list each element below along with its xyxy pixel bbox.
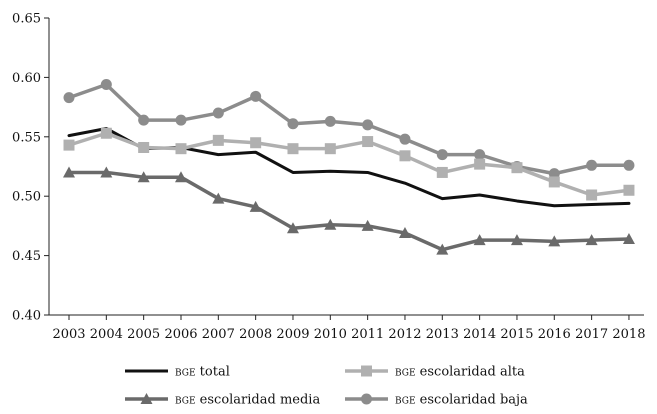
data-point-escolaridad-media xyxy=(361,219,374,231)
data-point-escolaridad-baja xyxy=(324,115,336,127)
legend-swatch-marker xyxy=(361,393,372,405)
x-tick-label: 2006 xyxy=(164,327,197,342)
data-point-escolaridad-media xyxy=(510,234,523,246)
data-point-escolaridad-baja xyxy=(212,107,224,119)
legend-label: bge escolaridad media xyxy=(175,393,320,408)
data-point-escolaridad-alta xyxy=(548,176,560,188)
data-point-escolaridad-alta xyxy=(63,139,75,151)
data-point-escolaridad-media xyxy=(249,200,262,212)
data-point-escolaridad-media xyxy=(585,234,598,246)
legend-label-prefix: bge xyxy=(175,365,196,380)
data-point-escolaridad-alta xyxy=(138,141,150,153)
series-markers xyxy=(63,79,635,255)
data-point-escolaridad-baja xyxy=(362,119,374,131)
legend-label-prefix: bge xyxy=(395,393,416,408)
legend-label-suffix: total xyxy=(196,365,230,380)
x-tick-label: 2013 xyxy=(426,327,459,342)
data-point-escolaridad-baja xyxy=(399,133,411,145)
data-point-escolaridad-media xyxy=(212,192,225,204)
data-point-escolaridad-media xyxy=(174,171,187,183)
data-point-escolaridad-media xyxy=(436,243,449,255)
series-lines xyxy=(67,82,631,252)
data-point-escolaridad-alta xyxy=(436,166,448,178)
legend-label-prefix: bge xyxy=(175,393,196,408)
data-point-escolaridad-media xyxy=(286,222,299,234)
x-tick-label: 2014 xyxy=(463,327,496,342)
legend-item-total: bge total xyxy=(125,365,230,380)
legend-label-suffix: escolaridad media xyxy=(196,393,321,408)
legend-label-suffix: escolaridad baja xyxy=(416,393,529,408)
chart-axes xyxy=(48,18,644,316)
legend-item-escolaridad-baja: bge escolaridad baja xyxy=(345,393,528,408)
legend-label: bge total xyxy=(175,365,230,380)
legend-item-escolaridad-alta: bge escolaridad alta xyxy=(345,365,525,380)
series-line-escolaridad-media xyxy=(67,170,631,252)
series-line-total xyxy=(67,126,631,208)
data-point-escolaridad-media xyxy=(622,232,635,244)
data-point-escolaridad-baja xyxy=(623,159,635,171)
data-point-escolaridad-alta xyxy=(250,137,262,149)
data-point-escolaridad-media xyxy=(63,166,75,178)
data-point-escolaridad-alta xyxy=(586,189,598,201)
y-tick-label: 0.50 xyxy=(12,190,41,205)
series-line-escolaridad-alta xyxy=(67,131,631,197)
data-point-escolaridad-media xyxy=(398,227,411,239)
data-point-escolaridad-media xyxy=(137,171,150,183)
x-tick-label: 2009 xyxy=(276,327,309,342)
data-point-escolaridad-baja xyxy=(63,92,75,104)
data-point-escolaridad-media xyxy=(100,166,113,178)
legend-item-escolaridad-media: bge escolaridad media xyxy=(125,393,320,408)
y-tick-label: 0.55 xyxy=(12,130,41,145)
y-tick-label: 0.65 xyxy=(12,12,41,27)
x-tick-label: 2003 xyxy=(52,327,85,342)
data-point-escolaridad-media xyxy=(473,234,486,246)
data-point-escolaridad-baja xyxy=(586,159,598,171)
data-point-escolaridad-baja xyxy=(250,90,262,102)
data-point-escolaridad-baja xyxy=(474,149,486,161)
x-tick-label: 2018 xyxy=(612,327,645,342)
data-point-escolaridad-baja xyxy=(138,114,150,126)
data-point-escolaridad-baja xyxy=(100,79,112,91)
series-line-escolaridad-baja xyxy=(67,82,631,176)
x-tick-label: 2017 xyxy=(575,327,608,342)
data-point-escolaridad-alta xyxy=(474,158,486,170)
legend-swatch-marker xyxy=(140,393,153,404)
legend-label: bge escolaridad baja xyxy=(395,393,528,408)
data-point-escolaridad-media xyxy=(324,218,337,230)
legend-label-prefix: bge xyxy=(395,365,416,380)
data-point-escolaridad-alta xyxy=(623,184,635,196)
data-point-escolaridad-alta xyxy=(287,143,299,155)
data-point-escolaridad-alta xyxy=(362,136,374,148)
y-tick-label: 0.60 xyxy=(12,71,41,86)
x-tick-label: 2004 xyxy=(90,327,123,342)
data-point-escolaridad-alta xyxy=(212,134,224,146)
data-point-escolaridad-baja xyxy=(436,149,448,161)
data-point-escolaridad-baja xyxy=(287,118,299,130)
data-point-escolaridad-alta xyxy=(399,150,411,162)
x-tick-label: 2010 xyxy=(314,327,347,342)
x-tick-label: 2008 xyxy=(239,327,272,342)
legend-label-suffix: escolaridad alta xyxy=(416,365,526,380)
data-point-escolaridad-media xyxy=(548,235,561,247)
data-point-escolaridad-baja xyxy=(548,168,560,180)
x-tick-label: 2011 xyxy=(351,327,384,342)
x-tick-label: 2012 xyxy=(388,327,421,342)
x-tick-label: 2015 xyxy=(500,327,533,342)
x-axis-ticks: 2003 2004 2005 2006 2007 2008 2009 2010 2011 2012… xyxy=(52,315,645,342)
data-point-escolaridad-alta xyxy=(175,143,187,155)
y-tick-label: 0.45 xyxy=(12,249,41,264)
y-tick-label: 0.40 xyxy=(12,309,41,324)
legend-label: bge escolaridad alta xyxy=(395,365,525,380)
x-tick-label: 2016 xyxy=(538,327,571,342)
x-tick-label: 2007 xyxy=(202,327,235,342)
data-point-escolaridad-alta xyxy=(511,162,523,174)
legend-swatch-marker xyxy=(361,365,372,377)
y-axis-ticks: 0.40 0.45 0.50 0.55 0.60 0.65 xyxy=(12,12,49,324)
x-tick-label: 2005 xyxy=(127,327,160,342)
data-point-escolaridad-alta xyxy=(100,127,112,139)
data-point-escolaridad-alta xyxy=(324,143,336,155)
data-point-escolaridad-baja xyxy=(175,114,187,126)
